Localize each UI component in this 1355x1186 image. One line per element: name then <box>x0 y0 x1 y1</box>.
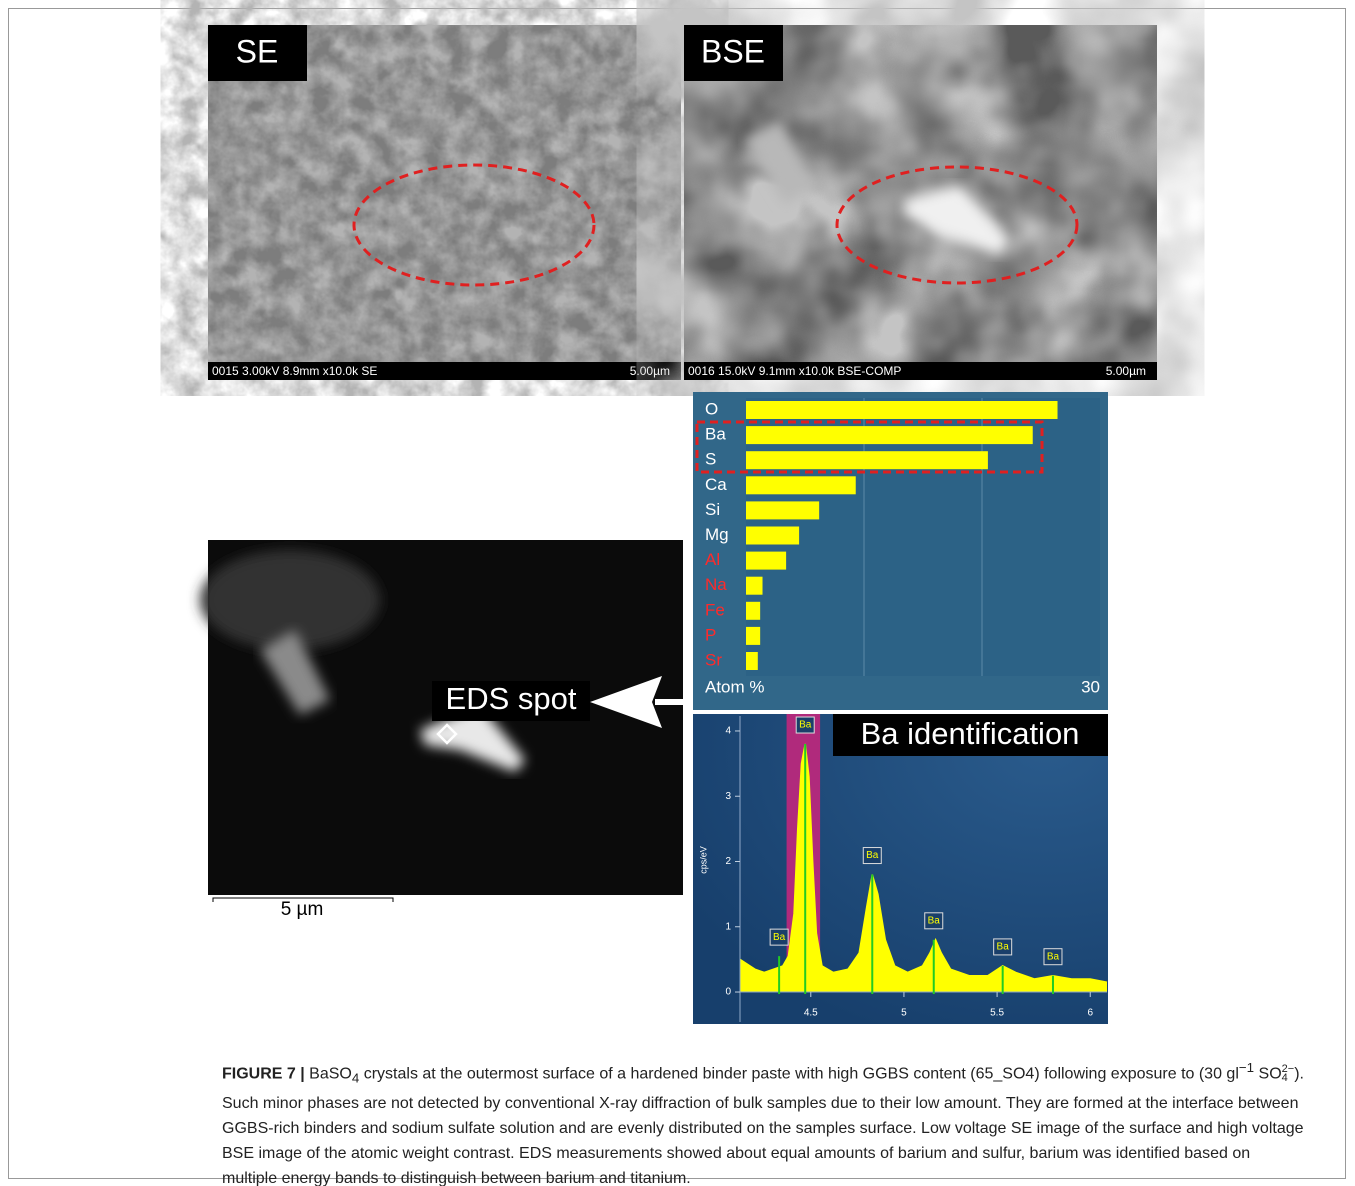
info-text: 0015 3.00kV 8.9mm x10.0k SE <box>212 364 377 378</box>
element-label: Fe <box>705 600 725 619</box>
caption-text: ). Such minor phases are not detected by… <box>222 1065 1304 1186</box>
page: SE 0015 3.00kV 8.9mm x10.0k SE 5.00µm BS… <box>0 0 1355 1186</box>
bar <box>746 652 758 670</box>
y-tick-label: 3 <box>725 791 731 802</box>
bar <box>746 577 763 595</box>
x-tick-label: 5.5 <box>990 1008 1004 1019</box>
bar <box>746 552 786 570</box>
bar <box>746 602 760 620</box>
x-tick-label: 5 <box>901 1008 907 1019</box>
element-label: Ca <box>705 475 727 494</box>
bar <box>746 627 760 645</box>
scale-text: 5.00µm <box>630 364 670 378</box>
peak-label: Ba <box>866 850 879 861</box>
panel-label: SE <box>236 33 279 69</box>
scale-text: 5.00µm <box>1106 364 1146 378</box>
caption-text: BaSO <box>305 1065 352 1082</box>
element-label: Ba <box>705 425 726 444</box>
peak-label: Ba <box>928 915 941 926</box>
y-tick-label: 2 <box>725 856 731 867</box>
figure: SE 0015 3.00kV 8.9mm x10.0k SE 5.00µm BS… <box>0 0 1355 1050</box>
element-label: S <box>705 450 716 469</box>
panel-label: BSE <box>701 33 765 69</box>
info-text: 0016 15.0kV 9.1mm x10.0k BSE-COMP <box>688 364 901 378</box>
eds-spot-label: EDS spot <box>446 681 577 716</box>
peak-label: Ba <box>799 720 812 731</box>
element-label: Al <box>705 550 720 569</box>
spectrum-title: Ba identification <box>861 716 1080 751</box>
caption-sup: −1 <box>1239 1060 1254 1075</box>
x-tick-label: 4.5 <box>804 1008 818 1019</box>
caption-text: crystals at the outermost surface of a h… <box>359 1065 1239 1082</box>
caption-label: FIGURE 7 | <box>222 1065 305 1082</box>
element-label: Mg <box>705 525 729 544</box>
bar <box>746 476 856 494</box>
caption-sub: 4 <box>1282 1074 1295 1083</box>
element-label: Na <box>705 575 727 594</box>
bar <box>746 451 988 469</box>
y-tick-label: 0 <box>725 987 731 998</box>
element-label: O <box>705 399 718 418</box>
element-label: Si <box>705 500 720 519</box>
scale-label: 5 µm <box>281 899 324 920</box>
y-tick-label: 4 <box>725 726 731 737</box>
caption-text: SO <box>1254 1065 1282 1082</box>
caption: FIGURE 7 | BaSO 4 crystals at the outermo… <box>222 1055 1307 1186</box>
peak-label: Ba <box>773 932 786 943</box>
bar <box>746 527 799 545</box>
x-tick-label: 6 <box>1087 1008 1093 1019</box>
axis-label: Atom % <box>705 677 765 696</box>
x-tick-label: 30 <box>1081 677 1100 696</box>
bar <box>746 401 1058 419</box>
element-label: Sr <box>705 650 722 669</box>
y-tick-label: 1 <box>725 921 731 932</box>
peak-label: Ba <box>1047 951 1060 962</box>
bar <box>746 426 1033 444</box>
peak-label: Ba <box>997 942 1010 953</box>
bar <box>746 501 819 519</box>
y-axis-label: cps/eV <box>698 846 708 874</box>
element-label: P <box>705 625 716 644</box>
caption-stack: 2−4 <box>1282 1065 1295 1083</box>
